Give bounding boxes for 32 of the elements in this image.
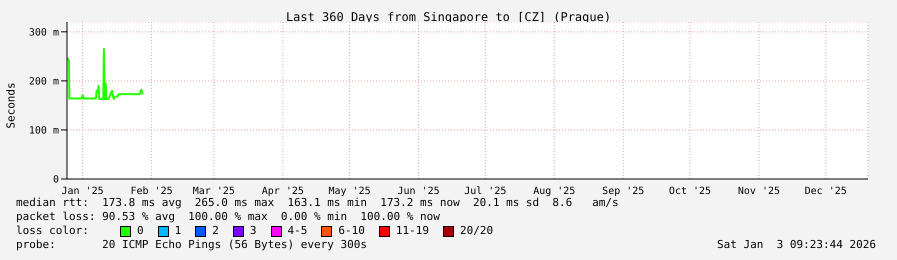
y-tick-label: 100 m xyxy=(28,125,59,136)
legend-label: 3 xyxy=(248,224,256,238)
x-tick-label: Dec '25 xyxy=(804,186,847,198)
x-tick-label: Jul '25 xyxy=(464,186,506,198)
legend-label: 2 xyxy=(211,224,219,238)
x-tick-label: Apr '25 xyxy=(262,186,304,198)
legend-label: 0 xyxy=(136,224,144,238)
line-series xyxy=(67,48,144,100)
x-tick-label: Oct '25 xyxy=(668,186,712,198)
x-tick-label: May '25 xyxy=(328,186,371,198)
x-tick-label: Feb '25 xyxy=(130,186,173,198)
legend-label: 1 xyxy=(174,224,182,238)
legend-label: 6-10 xyxy=(337,224,365,238)
legend-label: 11-19 xyxy=(394,224,429,238)
text: packet loss: 90.53 % avg 100.00 % max 0.00 % min 100.00 % now xyxy=(16,210,441,224)
chart-title: Last 360 Days from Singapore to [CZ] (Prague) xyxy=(284,9,612,24)
x-tick-label: Jun '25 xyxy=(397,186,440,198)
legend-label: 4-5 xyxy=(286,224,308,238)
text: probe: 20 ICMP Echo Pings (56 Bytes) every 300s xyxy=(16,238,367,252)
text: Sat Jan 3 09:23:44 2026 xyxy=(717,238,876,252)
x-tick-label: Mar '25 xyxy=(192,186,235,198)
y-tick-label: 200 m xyxy=(28,76,59,88)
x-tick-label: Sep '25 xyxy=(602,186,644,198)
text: median rtt: 173.8 ms avg 265.0 ms max 163.1 ms min 173.2 ms now 20.1 ms sd 8.6 am/s xyxy=(16,196,619,210)
x-tick-label: Jan '25 xyxy=(61,186,104,198)
legend-title: loss color: xyxy=(16,224,90,238)
y-tick-label: 0 xyxy=(52,174,59,186)
x-tick-label: Aug '25 xyxy=(533,186,576,198)
legend-label: 20/20 xyxy=(459,224,494,238)
y-tick-label: 300 m xyxy=(28,27,59,38)
x-tick-label: Nov '25 xyxy=(738,186,780,198)
y-axis-title: Seconds xyxy=(4,82,18,128)
